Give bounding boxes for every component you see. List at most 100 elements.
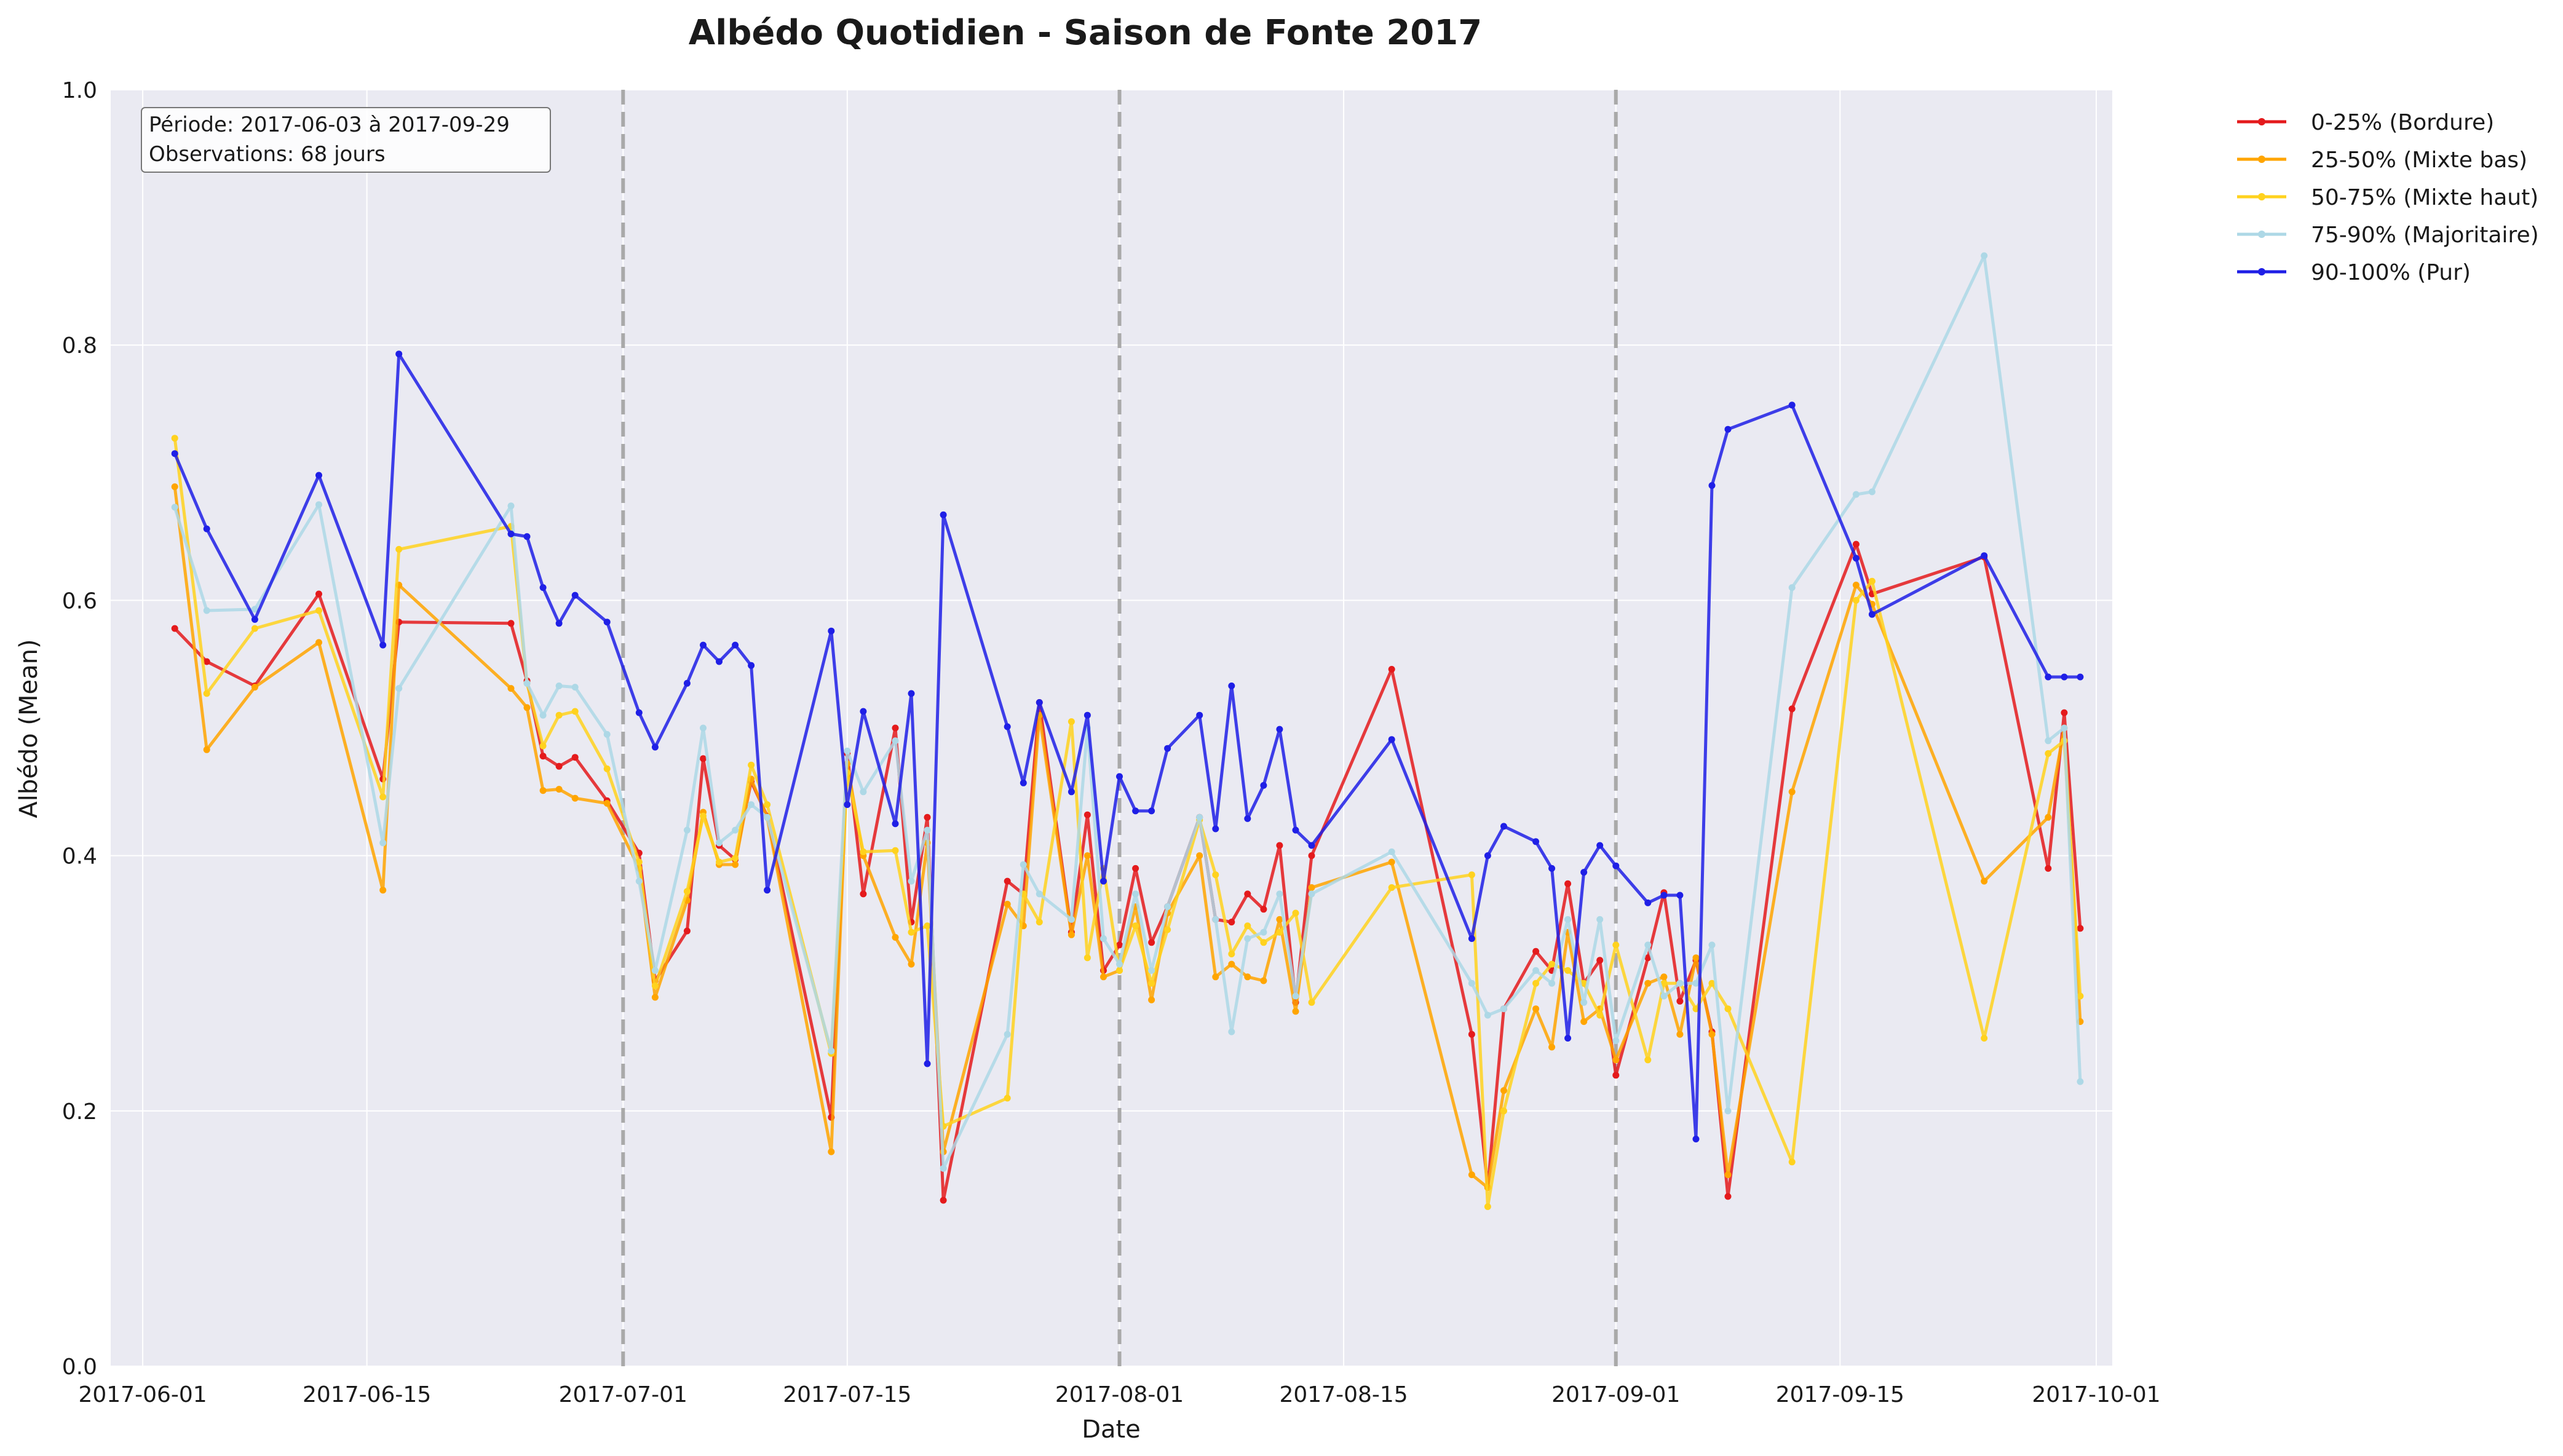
data-point: [603, 730, 611, 738]
legend-swatch-marker: [2258, 156, 2265, 163]
data-point: [1244, 935, 1251, 942]
legend-swatch-marker: [2258, 193, 2265, 200]
data-point: [1676, 1031, 1684, 1038]
data-point: [1004, 723, 1011, 730]
data-point: [892, 724, 899, 732]
data-point: [1788, 584, 1796, 592]
data-point: [1004, 901, 1011, 908]
data-point: [571, 684, 579, 691]
data-point: [1484, 1203, 1491, 1210]
data-point: [1548, 979, 1556, 987]
info-observations: Observations: 68 jours: [149, 142, 386, 167]
legend-label: 25-50% (Mixte bas): [2311, 148, 2527, 173]
data-point: [1100, 877, 1107, 885]
data-point: [1564, 916, 1572, 923]
data-point: [1660, 979, 1668, 987]
data-point: [251, 606, 258, 613]
data-point: [2045, 673, 2052, 681]
data-point: [700, 641, 707, 649]
data-point: [251, 625, 258, 632]
data-point: [1852, 596, 1860, 604]
data-point: [1196, 711, 1203, 719]
data-point: [1788, 1158, 1796, 1166]
data-point: [844, 747, 851, 754]
x-tick-label: 2017-08-01: [1055, 1382, 1184, 1407]
data-point: [635, 709, 643, 716]
data-point: [523, 679, 531, 687]
y-tick-label: 0.6: [62, 588, 97, 614]
data-point: [1868, 611, 1876, 618]
data-point: [1612, 941, 1620, 949]
data-point: [1548, 1043, 1556, 1051]
data-point: [2045, 750, 2052, 757]
data-point: [924, 826, 931, 834]
data-point: [315, 501, 322, 508]
data-point: [603, 800, 611, 807]
data-point: [1212, 871, 1219, 879]
series-90-100% (Pur): [171, 350, 2084, 1142]
data-point: [171, 450, 178, 457]
legend-item: 75-90% (Majoritaire): [2237, 223, 2539, 248]
data-point: [1852, 582, 1860, 588]
data-point: [1100, 973, 1107, 981]
data-point: [2045, 813, 2052, 821]
data-point: [1724, 1005, 1732, 1013]
data-point: [315, 472, 322, 479]
data-point: [1532, 948, 1540, 955]
grid: [111, 89, 2112, 1367]
data-point: [651, 743, 659, 751]
data-point: [1644, 954, 1652, 962]
data-point: [1036, 919, 1043, 926]
data-point: [764, 813, 771, 821]
data-point: [1164, 926, 1171, 933]
data-point: [1244, 890, 1251, 898]
data-point: [203, 607, 210, 614]
data-point: [251, 616, 258, 623]
data-point: [1260, 928, 1267, 936]
data-point: [908, 960, 915, 968]
data-point: [379, 793, 387, 801]
data-point: [1532, 1005, 1540, 1013]
legend-swatch-marker: [2258, 118, 2265, 125]
data-point: [892, 820, 899, 828]
data-point: [1500, 1087, 1507, 1094]
data-point: [1692, 1136, 1700, 1142]
data-point: [603, 619, 611, 626]
data-point: [523, 704, 531, 711]
data-point: [1148, 996, 1155, 1003]
data-point: [171, 625, 178, 632]
data-point: [924, 1060, 931, 1067]
data-point: [716, 658, 723, 665]
data-point: [315, 607, 322, 614]
legend-item: 0-25% (Bordure): [2237, 110, 2494, 135]
data-point: [1308, 842, 1315, 849]
y-tick-label: 0.0: [62, 1355, 97, 1380]
data-point: [1164, 903, 1171, 911]
data-point: [571, 794, 579, 802]
series-25-50% (Mixte bas): [171, 483, 2084, 1191]
data-point: [1276, 726, 1283, 733]
data-point: [1468, 871, 1475, 879]
legend-swatch-marker: [2258, 231, 2265, 238]
data-point: [828, 1047, 835, 1054]
data-point: [700, 755, 707, 762]
data-point: [940, 1165, 947, 1172]
data-point: [924, 922, 931, 930]
data-point: [507, 530, 515, 537]
data-point: [683, 927, 691, 935]
data-point: [732, 826, 739, 834]
data-point: [1308, 884, 1315, 891]
data-point: [555, 762, 563, 770]
series-75-90% (Majoritaire): [171, 252, 2084, 1172]
data-point: [1868, 577, 1876, 585]
data-point: [1532, 967, 1540, 974]
data-point: [764, 887, 771, 894]
data-point: [1596, 957, 1604, 964]
data-point: [924, 813, 931, 821]
data-point: [523, 533, 531, 540]
data-point: [908, 877, 915, 885]
data-point: [1036, 890, 1043, 898]
data-point: [379, 641, 387, 649]
data-point: [539, 753, 547, 760]
data-point: [1212, 973, 1219, 981]
